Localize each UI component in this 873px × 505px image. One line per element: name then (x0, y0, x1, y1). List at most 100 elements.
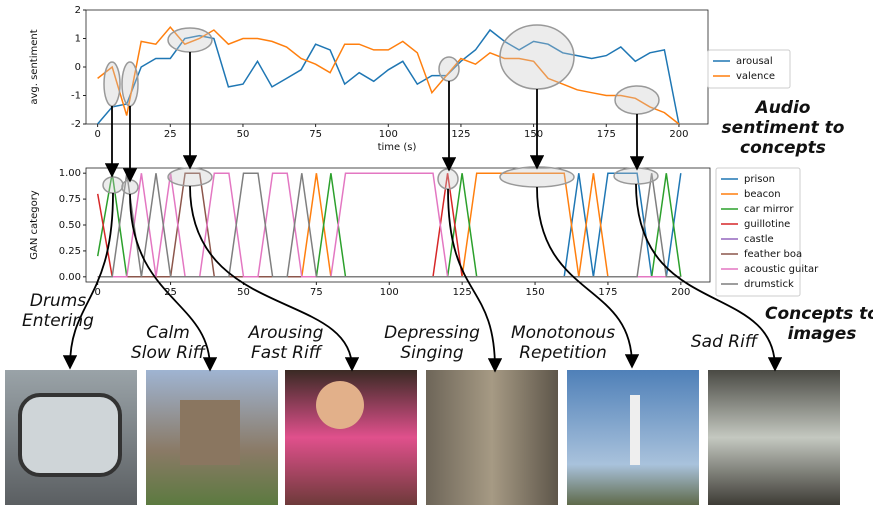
legend-label: castle (744, 234, 774, 245)
arrow (62, 192, 114, 370)
image-detail (180, 400, 240, 465)
arrow (536, 186, 640, 369)
y-tick-label: 0.25 (59, 246, 81, 257)
caption: Repetition (519, 343, 606, 363)
x-tick-label: 175 (597, 129, 616, 140)
legend-label: beacon (744, 189, 781, 200)
x-tick-label: 0 (94, 129, 100, 140)
caption: Drums (30, 291, 86, 311)
chart: 0 25 50 75 100 125 150 175 200 0.00 0.25 0.50 0.75 1.… (29, 167, 819, 298)
stage-label: images (788, 324, 857, 344)
x-tick-label: 25 (164, 287, 177, 298)
image (708, 370, 840, 505)
x-tick-label: 200 (669, 129, 688, 140)
arrows (62, 52, 783, 373)
caption: Slow Riff (131, 343, 207, 363)
plot-frame (85, 9, 709, 125)
y-tick-label: 1.00 (59, 168, 81, 179)
highlight (167, 167, 213, 187)
images (5, 370, 840, 505)
legend-label: acoustic guitar (744, 264, 819, 275)
highlight (437, 168, 459, 190)
legend-box (707, 49, 791, 89)
highlight (121, 61, 139, 107)
series-line (97, 172, 682, 278)
x-tick-label: 0 (94, 287, 100, 298)
caption: Calm (146, 323, 190, 343)
stage-label: Audio (754, 98, 811, 118)
y-tick-label: 1 (75, 34, 81, 45)
image (426, 370, 558, 505)
legend-label: valence (736, 71, 775, 82)
highlight (613, 167, 659, 185)
y-tick-label: 0.50 (59, 220, 81, 231)
x-tick-label: 125 (453, 287, 472, 298)
arrow (189, 185, 360, 372)
x-axis-label: time (s) (378, 142, 417, 153)
legend-label: car mirror (744, 204, 794, 215)
x-tick-label: 125 (451, 129, 470, 140)
caption: Monotonous (511, 323, 615, 343)
arrow (129, 193, 218, 372)
series-line (97, 172, 681, 278)
legend-label: prison (744, 174, 775, 185)
highlight (121, 179, 139, 195)
caption: Depressing (384, 323, 480, 343)
stage-label: Concepts to (765, 304, 873, 324)
legend: arousal valence (707, 49, 791, 89)
arrow (447, 188, 503, 373)
highlight (614, 85, 660, 115)
legend-label: guillotine (744, 219, 790, 230)
caption: Sad Riff (691, 332, 759, 352)
highlights (102, 24, 660, 195)
legend-label: drumstick (744, 279, 794, 290)
image-detail (316, 381, 364, 429)
series-line (96, 173, 681, 278)
y-axis-label: avg. sentiment (29, 29, 40, 104)
arrow (635, 183, 783, 372)
y-tick-label: -1 (71, 91, 81, 102)
series-line (97, 172, 681, 278)
highlight (499, 166, 575, 188)
series-line (97, 172, 681, 278)
series-line (97, 172, 681, 278)
y-axis-label: GAN category (29, 190, 40, 260)
highlight (102, 176, 124, 194)
stage-label: sentiment to (722, 118, 845, 138)
y-tick-label: -2 (71, 119, 81, 130)
chart: 0 25 50 75 100 125 150 175 200 -2 -1 0 1 2 time (s) avg… (29, 5, 791, 153)
y-tick-label: 0.75 (59, 194, 81, 205)
x-tick-label: 100 (379, 129, 398, 140)
x-tick-label: 25 (164, 129, 177, 140)
legend-label: arousal (736, 56, 773, 67)
x-tick-label: 175 (598, 287, 617, 298)
highlight (103, 61, 121, 107)
image-detail (630, 395, 640, 465)
caption: Singing (400, 343, 464, 363)
highlight (167, 27, 213, 53)
series-line (96, 173, 682, 278)
x-tick-label: 75 (309, 129, 322, 140)
highlight (499, 24, 575, 90)
x-tick-label: 50 (237, 287, 250, 298)
stage-label: concepts (740, 138, 826, 158)
x-tick-label: 75 (310, 287, 323, 298)
caption: Fast Riff (251, 343, 323, 363)
x-tick-label: 200 (671, 287, 690, 298)
legend: prison beacon car mirror guillotine castle fe… (715, 167, 819, 297)
image-detail (18, 393, 122, 477)
legend-label: feather boa (744, 249, 802, 260)
x-tick-label: 150 (525, 287, 544, 298)
y-tick-label: 0.00 (59, 272, 81, 283)
x-tick-label: 100 (380, 287, 399, 298)
y-tick-label: 0 (75, 62, 81, 73)
highlight (438, 56, 460, 82)
y-tick-label: 2 (75, 5, 81, 16)
caption: Arousing (248, 323, 324, 343)
legend-box (715, 167, 801, 297)
x-tick-label: 150 (524, 129, 543, 140)
caption: Entering (22, 311, 94, 331)
series-line (97, 28, 680, 125)
plots: 0 25 50 75 100 125 150 175 200 -2 -1 0 1 2 time (s) avg… (29, 5, 819, 298)
